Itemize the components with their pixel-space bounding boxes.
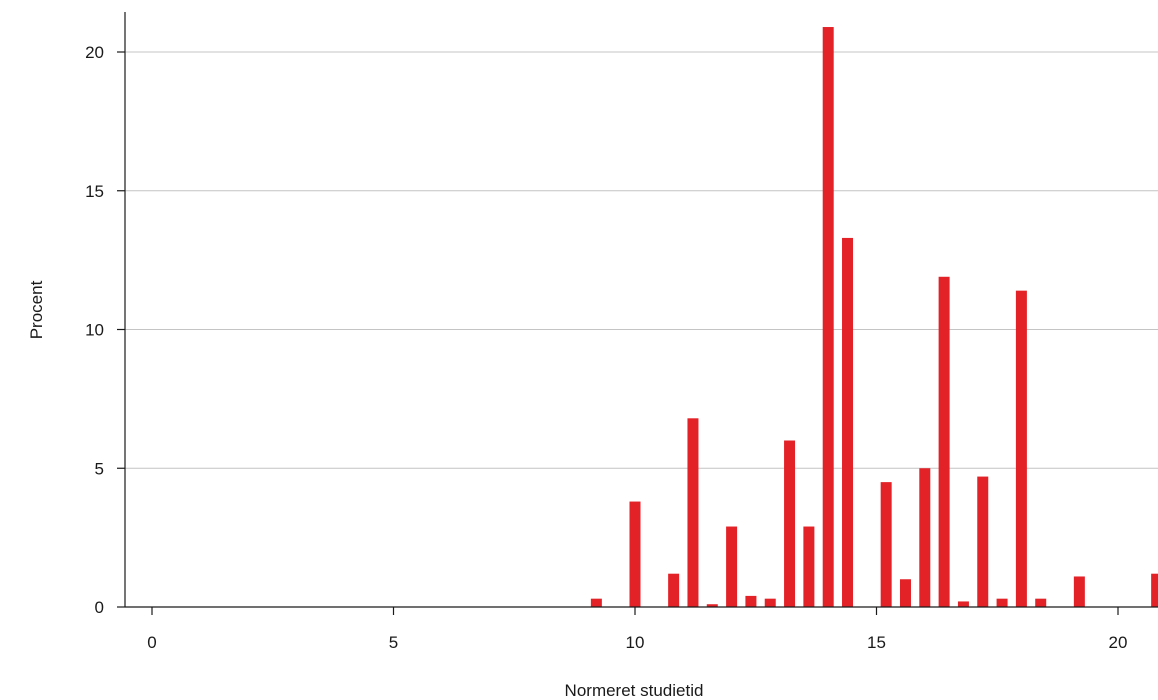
bar [977, 476, 989, 607]
bar [1073, 576, 1085, 607]
y-axis-title: Procent [27, 280, 46, 339]
bar [803, 526, 815, 607]
y-tick-label: 5 [95, 459, 104, 478]
bar [784, 440, 796, 607]
gridlines [125, 51, 1158, 469]
bar [745, 595, 757, 607]
bar [899, 579, 911, 607]
bar [919, 468, 931, 607]
x-tick-label: 15 [867, 633, 886, 652]
bars [590, 27, 1158, 608]
ticks: 0 5 10 15 20 0 5 10 15 20 [85, 43, 1127, 652]
bar [668, 573, 680, 607]
bar [842, 237, 854, 608]
bar [996, 598, 1008, 607]
bar [590, 598, 602, 607]
bar [629, 501, 641, 607]
x-tick-label: 10 [626, 633, 645, 652]
y-tick-label: 0 [95, 598, 104, 617]
x-tick-label: 0 [147, 633, 156, 652]
x-tick-label: 20 [1109, 633, 1128, 652]
bar [880, 482, 892, 607]
bar [957, 601, 969, 607]
bar [726, 526, 738, 607]
y-tick-label: 15 [85, 182, 104, 201]
bar [764, 598, 776, 607]
x-axis-title: Normeret studietid [565, 681, 704, 700]
bar [1035, 598, 1047, 607]
bar [938, 276, 950, 607]
bar [1151, 573, 1158, 607]
bar [1015, 290, 1027, 607]
y-tick-label: 10 [85, 321, 104, 340]
axes [124, 12, 1158, 608]
bar [687, 418, 699, 607]
bar [706, 604, 718, 607]
y-tick-label: 20 [85, 43, 104, 62]
x-tick-label: 5 [389, 633, 398, 652]
bar [822, 27, 834, 607]
